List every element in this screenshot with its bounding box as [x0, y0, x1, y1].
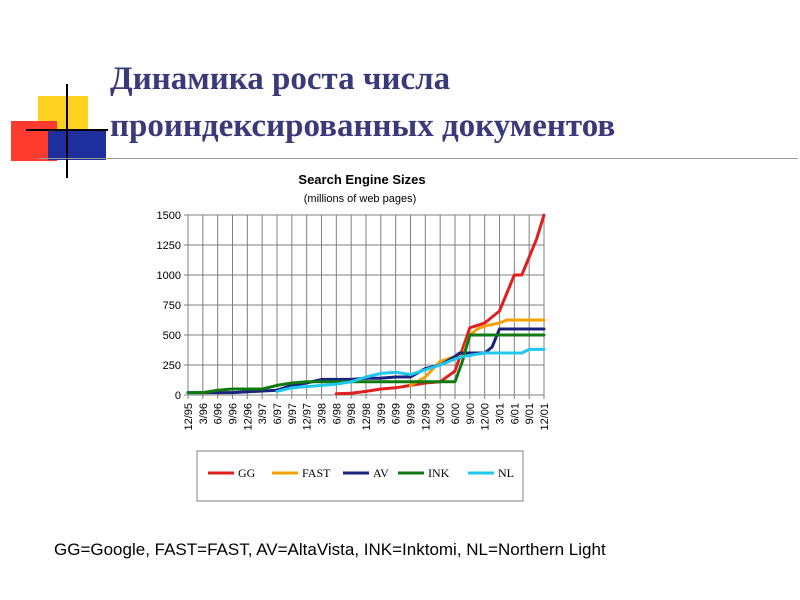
y-tick-label: 750: [163, 300, 181, 312]
chart-title: Search Engine Sizes: [298, 172, 425, 187]
series-line-av: [186, 327, 546, 395]
x-tick-label: 6/99: [391, 403, 403, 424]
chart-legend: GG FAST AV INK NL: [196, 450, 524, 502]
slide-title-line-2: проиндексированных документов: [110, 108, 616, 144]
x-tick-label: 6/98: [331, 403, 343, 424]
x-tick-label: 3/00: [435, 403, 447, 424]
x-tick-label: 12/96: [242, 403, 254, 431]
series-line-gg: [334, 213, 546, 396]
x-tick-label: 6/00: [450, 403, 462, 424]
x-tick-label: 9/00: [465, 403, 477, 424]
x-tick-label: 9/98: [346, 403, 358, 424]
y-tick-label: 0: [175, 390, 181, 402]
x-tick-label: 3/99: [376, 403, 388, 424]
x-tick-label: 12/01: [539, 403, 551, 431]
x-tick-label: 12/98: [361, 403, 373, 431]
slide-title: Динамика роста числа проиндексированных …: [110, 56, 790, 150]
decor-blue-square: [48, 130, 106, 160]
x-tick-label: 12/99: [420, 403, 432, 431]
slide-title-line-1: Динамика роста числа: [110, 61, 451, 97]
series-line-ink: [186, 333, 546, 395]
y-tick-label: 250: [163, 360, 181, 372]
y-tick-label: 500: [163, 330, 181, 342]
chart-subtitle: (millions of web pages): [304, 193, 417, 205]
x-tick-label: 3/01: [495, 403, 507, 424]
x-tick-label: 9/97: [287, 403, 299, 424]
title-divider: [38, 158, 798, 159]
legend-label-fast: FAST: [302, 466, 331, 480]
x-tick-label: 3/97: [257, 403, 269, 424]
legend-label-ink: INK: [428, 466, 450, 480]
abbreviation-footnote: GG=Google, FAST=FAST, AV=AltaVista, INK=…: [54, 540, 606, 559]
x-tick-label: 12/00: [480, 403, 492, 431]
legend-label-av: AV: [373, 466, 389, 480]
legend-box: [196, 450, 524, 502]
x-tick-label: 3/98: [317, 403, 329, 424]
x-tick-label: 9/01: [524, 403, 536, 424]
y-tick-label: 1000: [157, 270, 181, 282]
x-tick-label: 3/96: [198, 403, 210, 424]
x-tick-label: 6/96: [213, 403, 225, 424]
x-tick-label: 9/99: [406, 403, 418, 424]
x-tick-label: 6/01: [509, 403, 521, 424]
series-line-nl: [275, 347, 546, 393]
y-tick-label: 1500: [157, 210, 181, 222]
legend-label-nl: NL: [498, 466, 514, 480]
legend-label-gg: GG: [238, 466, 256, 480]
x-tick-label: 6/97: [272, 403, 284, 424]
series-line-fast: [409, 318, 546, 387]
y-tick-label: 1250: [157, 240, 181, 252]
x-tick-label: 9/96: [228, 403, 240, 424]
x-tick-label: 12/97: [302, 403, 314, 431]
x-tick-label: 12/95: [183, 403, 195, 431]
